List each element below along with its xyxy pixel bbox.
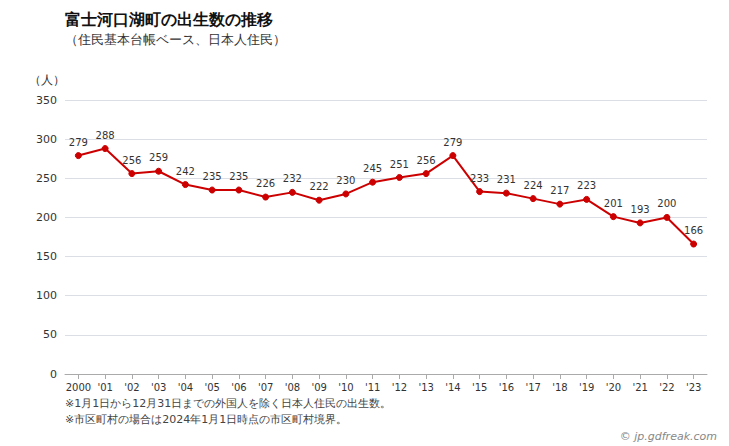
svg-text:'15: '15 <box>472 382 487 393</box>
svg-text:222: 222 <box>310 181 329 192</box>
svg-text:※1月1日から12月31日までの外国人を除く日本人住民の出生: ※1月1日から12月31日までの外国人を除く日本人住民の出生数。 <box>65 397 391 410</box>
svg-text:251: 251 <box>390 159 409 170</box>
svg-text:'03: '03 <box>151 382 166 393</box>
svg-text:'21: '21 <box>632 382 647 393</box>
svg-text:166: 166 <box>684 225 703 236</box>
svg-text:233: 233 <box>470 173 489 184</box>
svg-text:230: 230 <box>336 175 355 186</box>
svg-text:'07: '07 <box>258 382 273 393</box>
svg-text:'04: '04 <box>178 382 193 393</box>
svg-text:'14: '14 <box>445 382 460 393</box>
svg-text:250: 250 <box>36 172 57 185</box>
svg-text:'09: '09 <box>311 382 326 393</box>
svg-text:0: 0 <box>50 368 57 381</box>
svg-text:235: 235 <box>229 171 248 182</box>
svg-text:'13: '13 <box>418 382 433 393</box>
svg-text:256: 256 <box>417 155 436 166</box>
svg-text:100: 100 <box>36 289 57 302</box>
svg-text:350: 350 <box>36 94 57 107</box>
svg-text:242: 242 <box>176 166 195 177</box>
svg-text:'20: '20 <box>606 382 621 393</box>
svg-text:'16: '16 <box>499 382 514 393</box>
svg-text:279: 279 <box>69 137 88 148</box>
svg-text:217: 217 <box>550 185 569 196</box>
svg-text:'19: '19 <box>579 382 594 393</box>
svg-text:300: 300 <box>36 133 57 146</box>
svg-text:226: 226 <box>256 178 275 189</box>
svg-text:'10: '10 <box>338 382 353 393</box>
svg-text:224: 224 <box>524 180 543 191</box>
svg-text:200: 200 <box>36 211 57 224</box>
svg-text:259: 259 <box>149 152 168 163</box>
svg-text:2000: 2000 <box>66 382 91 393</box>
svg-text:'01: '01 <box>97 382 112 393</box>
svg-text:231: 231 <box>497 174 516 185</box>
svg-text:279: 279 <box>443 137 462 148</box>
svg-text:201: 201 <box>604 198 623 209</box>
svg-text:※市区町村の場合は2024年1月1日時点の市区町村境界。: ※市区町村の場合は2024年1月1日時点の市区町村境界。 <box>65 413 347 426</box>
svg-text:'23: '23 <box>686 382 701 393</box>
svg-text:'08: '08 <box>285 382 300 393</box>
svg-text:'11: '11 <box>365 382 380 393</box>
svg-text:（人）: （人） <box>29 73 65 87</box>
svg-text:235: 235 <box>203 171 222 182</box>
svg-text:'06: '06 <box>231 382 246 393</box>
svg-text:'18: '18 <box>552 382 567 393</box>
svg-text:200: 200 <box>657 198 676 209</box>
svg-text:245: 245 <box>363 163 382 174</box>
svg-text:'17: '17 <box>525 382 540 393</box>
svg-text:150: 150 <box>36 250 57 263</box>
svg-text:'02: '02 <box>124 382 139 393</box>
svg-text:'05: '05 <box>204 382 219 393</box>
svg-text:288: 288 <box>96 130 115 141</box>
svg-text:（住民基本台帳ベース、日本人住民）: （住民基本台帳ベース、日本人住民） <box>65 32 286 47</box>
svg-text:富士河口湖町の出生数の推移: 富士河口湖町の出生数の推移 <box>65 10 273 29</box>
svg-text:223: 223 <box>577 180 596 191</box>
svg-text:256: 256 <box>122 155 141 166</box>
svg-text:'12: '12 <box>392 382 407 393</box>
svg-text:232: 232 <box>283 173 302 184</box>
svg-text:50: 50 <box>43 328 57 341</box>
svg-text:'22: '22 <box>659 382 674 393</box>
svg-text:193: 193 <box>631 204 650 215</box>
svg-text:© jp.gdfreak.com: © jp.gdfreak.com <box>620 430 717 443</box>
